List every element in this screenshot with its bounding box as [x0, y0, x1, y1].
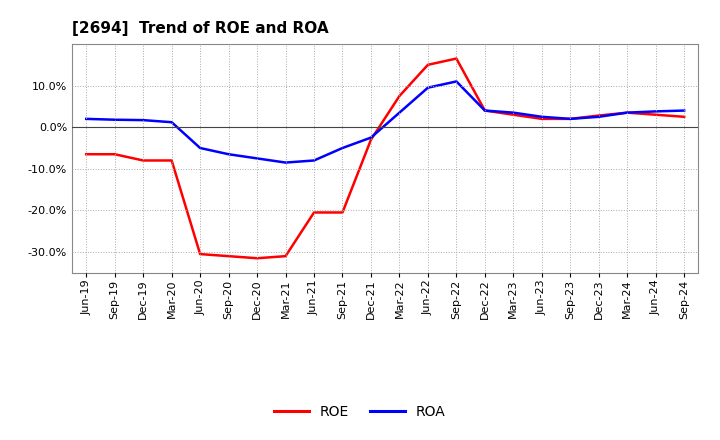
- ROE: [623, 110, 631, 115]
- ROA: [167, 120, 176, 125]
- ROE: [282, 253, 290, 259]
- ROE: [423, 62, 432, 67]
- ROA: [652, 109, 660, 114]
- Legend: ROE, ROA: ROE, ROA: [269, 399, 451, 424]
- ROE: [480, 108, 489, 113]
- Line: ROE: ROE: [86, 59, 684, 258]
- ROA: [110, 117, 119, 122]
- ROE: [225, 253, 233, 259]
- ROE: [595, 113, 603, 118]
- ROA: [366, 135, 375, 140]
- ROA: [566, 116, 575, 121]
- ROA: [480, 108, 489, 113]
- ROE: [139, 158, 148, 163]
- ROE: [110, 152, 119, 157]
- ROE: [196, 251, 204, 257]
- ROE: [680, 114, 688, 119]
- ROA: [509, 110, 518, 115]
- ROA: [680, 108, 688, 113]
- ROA: [310, 158, 318, 163]
- ROE: [167, 158, 176, 163]
- ROA: [395, 110, 404, 115]
- ROA: [452, 79, 461, 84]
- ROE: [566, 116, 575, 121]
- ROE: [310, 210, 318, 215]
- ROE: [452, 56, 461, 61]
- ROA: [253, 156, 261, 161]
- ROA: [225, 152, 233, 157]
- ROA: [423, 85, 432, 90]
- ROE: [338, 210, 347, 215]
- ROE: [366, 137, 375, 142]
- ROA: [139, 117, 148, 123]
- ROE: [253, 256, 261, 261]
- ROA: [623, 110, 631, 115]
- ROA: [282, 160, 290, 165]
- ROA: [595, 114, 603, 119]
- ROA: [338, 145, 347, 150]
- ROA: [537, 114, 546, 119]
- ROA: [82, 116, 91, 121]
- ROE: [395, 93, 404, 99]
- ROA: [196, 145, 204, 150]
- Line: ROA: ROA: [86, 81, 684, 162]
- ROE: [537, 116, 546, 121]
- ROE: [82, 152, 91, 157]
- ROE: [652, 112, 660, 117]
- Text: [2694]  Trend of ROE and ROA: [2694] Trend of ROE and ROA: [72, 21, 328, 36]
- ROE: [509, 112, 518, 117]
